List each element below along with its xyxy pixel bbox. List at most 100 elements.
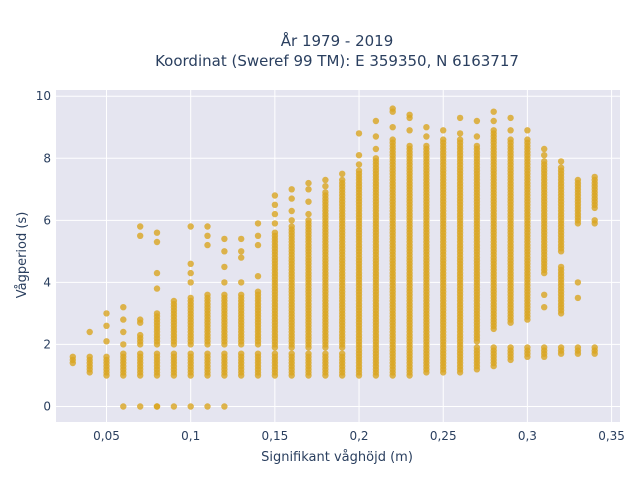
y-tick-label: 4 [43,275,51,289]
data-point [355,130,363,137]
data-point [204,403,211,410]
x-tick-labels: 0,05 0,1 0,15 0,2 0,25 0,3 0,35 [93,429,625,443]
data-point [221,263,228,271]
chart-title-line2: Koordinat (Sweref 99 TM): E 359350, N 61… [155,52,519,70]
data-point [591,344,598,351]
data-point [187,403,194,410]
data-point [339,176,346,184]
data-point [524,344,531,351]
y-tick-label: 0 [43,399,51,413]
data-point [423,124,430,131]
data-point [557,158,565,165]
data-point [238,350,245,357]
data-point [557,263,565,271]
data-point [254,241,262,249]
data-point [339,170,346,177]
data-point [541,304,548,311]
data-point [103,322,110,329]
data-point [204,291,211,298]
data-point [204,350,211,357]
data-point [473,344,481,351]
data-point [221,248,228,255]
data-point [137,403,144,410]
data-point [305,217,312,224]
data-point [524,127,531,134]
data-point [238,279,245,286]
x-tick-label: 0,35 [598,429,625,443]
data-point [187,279,194,286]
data-point [254,273,262,280]
x-tick-label: 0,25 [430,429,457,443]
x-tick-label: 0,05 [93,429,120,443]
data-point [254,288,262,295]
data-point [574,294,582,302]
data-point [473,133,481,140]
data-point [389,136,396,143]
data-point [406,142,413,150]
data-point [406,127,413,134]
data-point [187,350,194,357]
data-point [288,350,295,357]
data-point [591,173,598,181]
data-point [204,232,211,239]
data-point [490,117,497,125]
data-point [204,223,211,230]
data-point [322,350,329,357]
data-point [389,105,396,112]
data-point [170,350,178,357]
data-point [86,328,93,336]
data-point [322,176,329,184]
data-point [456,136,464,143]
data-point [423,142,430,150]
data-point [440,127,447,134]
data-point [120,304,127,311]
data-point [305,186,312,193]
data-point [103,338,110,345]
y-axis-title: Vågperiod (s) [15,212,30,299]
data-point [288,186,295,193]
y-tick-label: 8 [43,151,51,165]
data-point [120,328,127,336]
data-point [591,217,598,224]
data-point [372,133,380,140]
data-point [574,176,582,184]
data-point [221,235,228,243]
data-point [372,145,380,153]
data-point [507,127,514,134]
data-point [440,136,447,143]
data-point [120,350,127,357]
x-tick-label: 0,3 [518,429,537,443]
y-tick-label: 10 [36,89,51,103]
data-point [288,217,295,224]
data-point [221,403,228,410]
data-point [271,201,279,208]
x-axis-title: Signifikant våghöjd (m) [261,450,413,465]
data-point [187,223,194,230]
data-point [574,279,582,286]
data-point [355,161,363,168]
data-point [473,117,481,125]
data-point [137,223,144,230]
data-point [574,344,582,351]
data-point [355,152,363,159]
data-point [490,108,497,115]
data-point [406,111,413,119]
data-point [254,220,262,227]
data-point [541,158,548,165]
data-point [254,350,262,357]
data-point [271,220,279,227]
data-point [153,229,161,236]
data-point [187,269,194,277]
y-tick-labels: 0 2 4 6 8 10 [36,89,51,413]
data-point [322,189,329,196]
data-point [524,136,531,143]
data-point [305,198,312,205]
x-tick-label: 0,1 [181,429,200,443]
data-point [221,291,228,298]
data-point [120,403,127,410]
data-point [541,344,548,351]
data-point [187,294,194,302]
data-point [372,117,380,125]
